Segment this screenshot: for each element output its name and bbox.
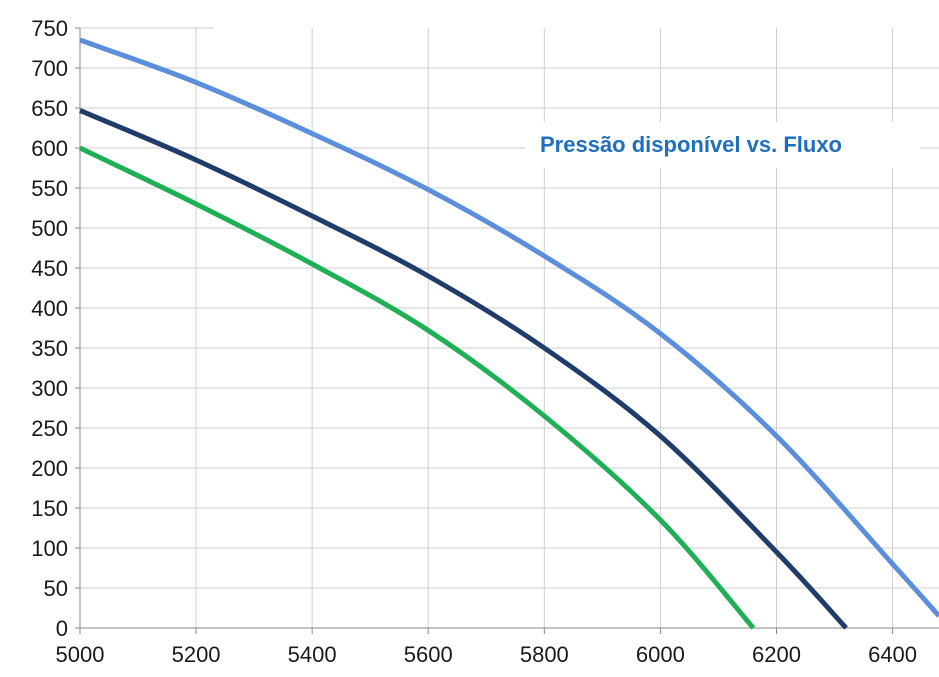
y-tick-label: 50: [44, 576, 68, 601]
series-line-1: [79, 37, 939, 618]
annotation-background: [525, 122, 920, 168]
y-tick-label: 500: [31, 216, 68, 241]
y-tick-label: 300: [31, 376, 68, 401]
y-tick-label: 650: [31, 96, 68, 121]
y-tick-label: 100: [31, 536, 68, 561]
y-tick-label: 600: [31, 136, 68, 161]
series-line-2: [79, 108, 848, 630]
axes: [75, 27, 939, 634]
y-tick-label: 350: [31, 336, 68, 361]
x-tick-label: 5600: [404, 642, 453, 667]
y-tick-label: 200: [31, 456, 68, 481]
y-tick-label: 400: [31, 296, 68, 321]
x-tick-label: 6200: [752, 642, 801, 667]
x-tick-label: 5000: [56, 642, 105, 667]
x-tick-label: 5400: [288, 642, 337, 667]
x-tick-labels: 5000 5200 5400 5600 5800 6000 6200 6400: [56, 642, 918, 667]
series-line-3: [78, 145, 756, 630]
grid: [80, 27, 939, 628]
x-tick-label: 6400: [868, 642, 917, 667]
x-tick-label: 5200: [172, 642, 221, 667]
y-tick-label: 700: [31, 56, 68, 81]
y-tick-label: 0: [56, 616, 68, 641]
y-tick-label: 250: [31, 416, 68, 441]
y-tick-label: 450: [31, 256, 68, 281]
series-lines: [78, 37, 939, 630]
y-tick-label: 150: [31, 496, 68, 521]
chart-annotation: Pressão disponível vs. Fluxo: [540, 132, 842, 157]
x-tick-label: 6000: [636, 642, 685, 667]
x-tick-label: 5800: [520, 642, 569, 667]
y-tick-labels: 0 50 100 150 200 250 300 350 400 450 500 550 600 650 7…: [31, 16, 68, 641]
y-tick-label: 750: [31, 16, 68, 41]
y-tick-label: 550: [31, 176, 68, 201]
